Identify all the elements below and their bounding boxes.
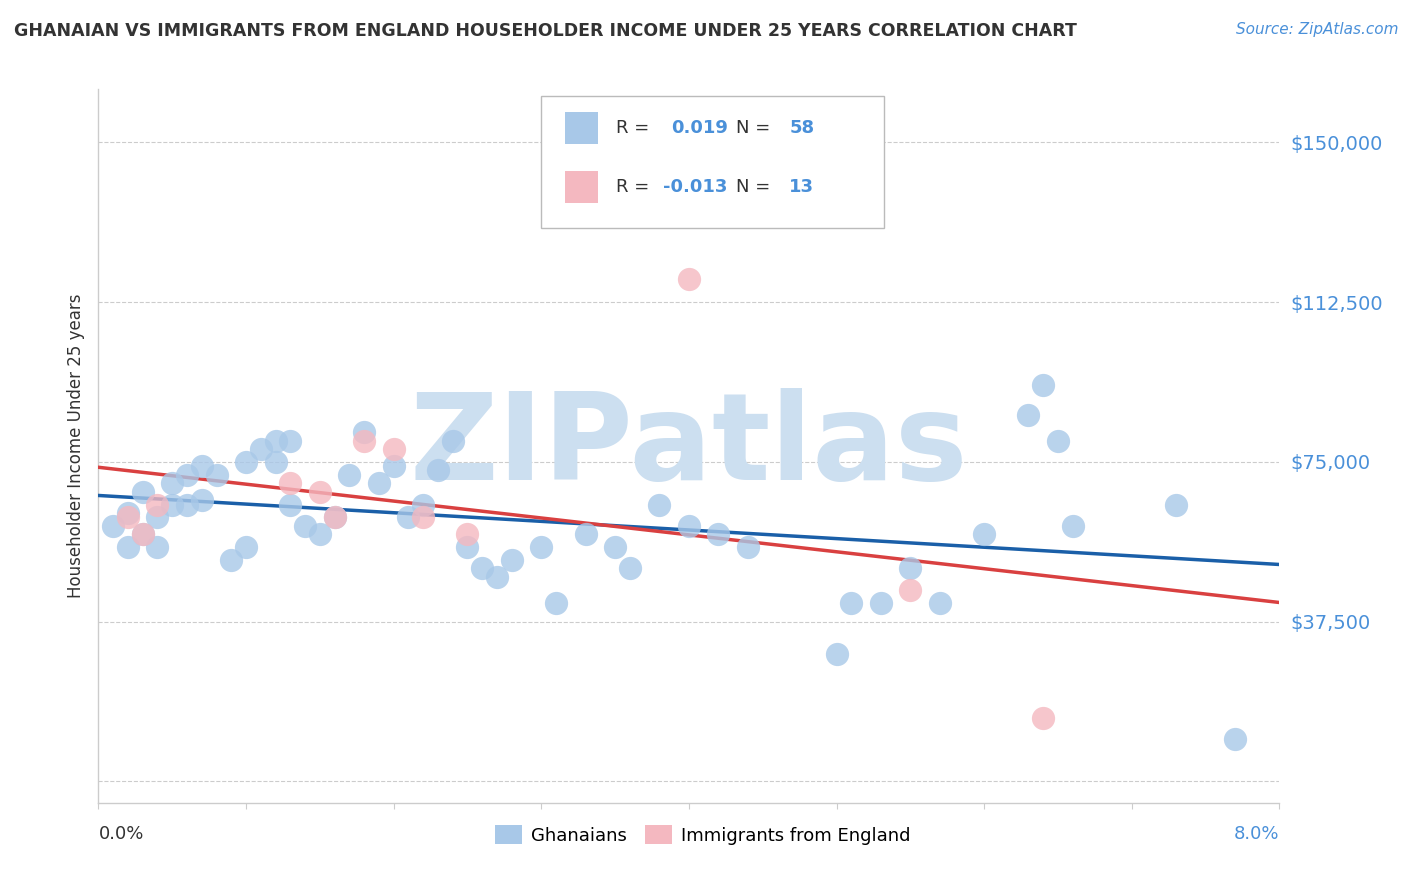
- Point: [1017, 408, 1039, 422]
- Point: [162, 498, 183, 512]
- Point: [456, 527, 478, 541]
- Point: [1032, 710, 1054, 724]
- Point: [1223, 731, 1246, 746]
- Point: [308, 484, 332, 499]
- Point: [471, 561, 494, 575]
- Point: [323, 510, 346, 524]
- Text: R =: R =: [616, 178, 655, 196]
- Point: [1164, 498, 1187, 512]
- Bar: [565, 171, 598, 203]
- Point: [426, 463, 449, 477]
- Point: [308, 527, 332, 541]
- Point: [176, 467, 198, 482]
- Point: [530, 540, 553, 554]
- Point: [353, 434, 375, 448]
- Point: [605, 540, 627, 554]
- Point: [117, 510, 139, 524]
- Text: GHANAIAN VS IMMIGRANTS FROM ENGLAND HOUSEHOLDER INCOME UNDER 25 YEARS CORRELATIO: GHANAIAN VS IMMIGRANTS FROM ENGLAND HOUS…: [14, 22, 1077, 40]
- Point: [678, 519, 700, 533]
- Point: [132, 527, 155, 541]
- Point: [353, 425, 375, 439]
- Point: [235, 540, 257, 554]
- Point: [176, 498, 198, 512]
- Text: N =: N =: [737, 120, 776, 137]
- Point: [898, 582, 921, 597]
- Text: -0.013: -0.013: [664, 178, 727, 196]
- Text: ZIPatlas: ZIPatlas: [409, 387, 969, 505]
- Point: [146, 510, 169, 524]
- Point: [485, 570, 508, 584]
- Point: [337, 467, 360, 482]
- Point: [441, 434, 464, 448]
- Point: [191, 459, 214, 474]
- Point: [973, 527, 995, 541]
- Bar: [565, 112, 598, 145]
- Point: [737, 540, 759, 554]
- FancyBboxPatch shape: [541, 96, 884, 228]
- Point: [264, 434, 287, 448]
- Point: [294, 519, 316, 533]
- Point: [1032, 378, 1054, 392]
- Point: [707, 527, 730, 541]
- Text: 0.019: 0.019: [671, 120, 728, 137]
- Point: [1046, 434, 1069, 448]
- Point: [219, 553, 242, 567]
- Text: 8.0%: 8.0%: [1234, 825, 1279, 843]
- Point: [235, 455, 257, 469]
- Point: [103, 519, 124, 533]
- Text: N =: N =: [737, 178, 776, 196]
- Point: [501, 553, 523, 567]
- Text: 58: 58: [789, 120, 814, 137]
- Point: [250, 442, 273, 457]
- Point: [162, 476, 183, 491]
- Point: [825, 647, 848, 661]
- Point: [456, 540, 478, 554]
- Point: [544, 596, 567, 610]
- Point: [619, 561, 641, 575]
- Point: [396, 510, 419, 524]
- Point: [117, 506, 139, 520]
- Point: [678, 272, 700, 286]
- Point: [648, 498, 671, 512]
- Text: 13: 13: [789, 178, 814, 196]
- Point: [839, 596, 862, 610]
- Point: [146, 498, 169, 512]
- Point: [412, 498, 434, 512]
- Point: [191, 493, 214, 508]
- Point: [869, 596, 891, 610]
- Point: [412, 510, 434, 524]
- Text: R =: R =: [616, 120, 661, 137]
- Point: [278, 476, 301, 491]
- Y-axis label: Householder Income Under 25 years: Householder Income Under 25 years: [66, 293, 84, 599]
- Point: [146, 540, 169, 554]
- Text: 0.0%: 0.0%: [98, 825, 143, 843]
- Point: [928, 596, 950, 610]
- Point: [264, 455, 287, 469]
- Point: [367, 476, 389, 491]
- Point: [278, 434, 301, 448]
- Point: [132, 484, 155, 499]
- Point: [323, 510, 346, 524]
- Point: [132, 527, 155, 541]
- Point: [574, 527, 596, 541]
- Point: [117, 540, 139, 554]
- Point: [382, 459, 405, 474]
- Point: [382, 442, 405, 457]
- Point: [278, 498, 301, 512]
- Text: Source: ZipAtlas.com: Source: ZipAtlas.com: [1236, 22, 1399, 37]
- Point: [205, 467, 228, 482]
- Legend: Ghanaians, Immigrants from England: Ghanaians, Immigrants from England: [488, 818, 918, 852]
- Point: [1062, 519, 1084, 533]
- Point: [898, 561, 921, 575]
